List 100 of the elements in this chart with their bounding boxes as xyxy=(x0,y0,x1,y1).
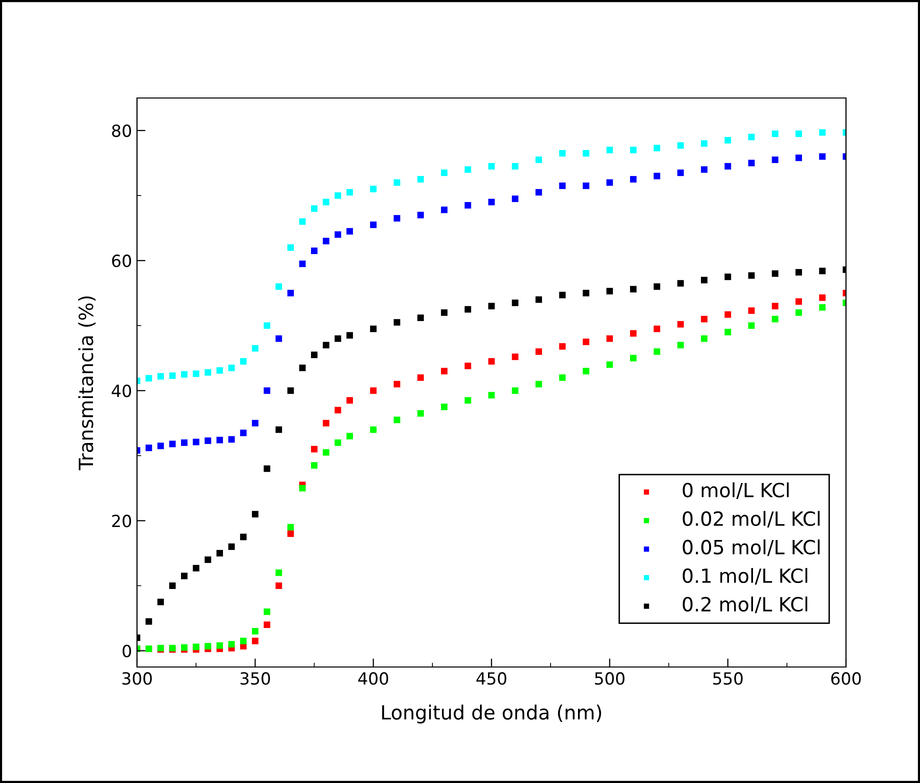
point xyxy=(440,404,448,410)
point xyxy=(204,642,212,650)
legend-label: 0.02 mol/L KCl xyxy=(682,510,820,528)
point xyxy=(724,163,732,170)
x-tick-label: 600 xyxy=(831,672,861,685)
point xyxy=(346,228,353,235)
point xyxy=(748,160,755,166)
x-axis-title: Longitud de onda (nm) xyxy=(382,704,602,724)
point xyxy=(394,380,400,388)
point xyxy=(287,244,294,251)
point xyxy=(252,345,258,352)
legend-label: 0.05 mol/L KCl xyxy=(682,539,820,556)
point xyxy=(192,564,200,572)
point xyxy=(700,166,708,173)
point xyxy=(677,321,684,328)
point xyxy=(346,397,353,404)
point xyxy=(417,176,424,183)
y-tick-label: 80 xyxy=(112,124,132,138)
point xyxy=(440,309,448,316)
point xyxy=(146,618,152,625)
point xyxy=(276,283,282,290)
point xyxy=(216,550,223,556)
point xyxy=(772,130,778,138)
point xyxy=(417,410,424,417)
point xyxy=(536,189,542,196)
point xyxy=(310,248,318,254)
point xyxy=(582,368,590,374)
point xyxy=(216,642,223,649)
point xyxy=(654,348,660,355)
point xyxy=(204,437,212,444)
point xyxy=(276,569,282,576)
point xyxy=(582,182,590,190)
y-axis-title: Transmitancia (%) xyxy=(78,296,96,470)
point xyxy=(310,205,318,212)
point xyxy=(819,294,826,301)
point xyxy=(252,420,258,426)
point xyxy=(240,534,247,540)
point xyxy=(512,196,518,202)
point xyxy=(772,302,778,310)
point xyxy=(394,416,400,424)
point xyxy=(264,621,270,628)
point xyxy=(287,530,294,537)
point xyxy=(488,358,495,365)
point xyxy=(582,338,590,346)
point xyxy=(417,212,424,218)
point xyxy=(264,608,270,615)
y-tick-label: 20 xyxy=(112,514,132,528)
point xyxy=(654,172,660,180)
point xyxy=(512,387,518,394)
point xyxy=(322,449,330,456)
point xyxy=(724,328,732,336)
point xyxy=(322,238,330,244)
point xyxy=(370,186,377,192)
point xyxy=(252,510,258,518)
point xyxy=(536,296,542,303)
point xyxy=(334,335,342,342)
point xyxy=(287,524,294,530)
point xyxy=(169,582,176,589)
x-tick-label: 550 xyxy=(713,672,743,685)
point xyxy=(310,352,318,358)
point xyxy=(536,156,542,164)
point xyxy=(464,362,472,370)
point xyxy=(700,140,708,147)
point xyxy=(582,290,590,296)
point xyxy=(748,322,755,329)
point xyxy=(204,369,212,376)
point xyxy=(819,129,826,136)
point xyxy=(464,306,472,313)
point xyxy=(795,269,802,276)
point xyxy=(606,146,613,154)
point xyxy=(346,332,353,339)
point xyxy=(606,335,613,342)
point xyxy=(370,222,377,228)
point xyxy=(228,543,235,550)
point xyxy=(169,372,176,379)
point xyxy=(748,134,755,140)
point xyxy=(181,439,188,446)
point xyxy=(819,153,826,160)
point xyxy=(370,387,377,394)
point xyxy=(677,280,684,287)
point xyxy=(654,283,660,290)
point xyxy=(606,179,613,186)
point xyxy=(322,420,330,426)
point xyxy=(394,215,400,222)
point xyxy=(264,465,270,472)
point xyxy=(157,373,164,380)
point xyxy=(488,302,495,310)
point xyxy=(724,274,732,280)
point xyxy=(394,319,400,326)
x-tick-label: 300 xyxy=(122,672,152,685)
point xyxy=(334,231,342,238)
point xyxy=(677,170,684,176)
point xyxy=(606,361,613,368)
point xyxy=(276,426,282,433)
point xyxy=(819,304,826,311)
x-tick-label: 350 xyxy=(240,672,270,685)
point xyxy=(488,198,495,206)
point xyxy=(287,387,294,394)
point xyxy=(700,276,708,284)
point xyxy=(654,326,660,332)
